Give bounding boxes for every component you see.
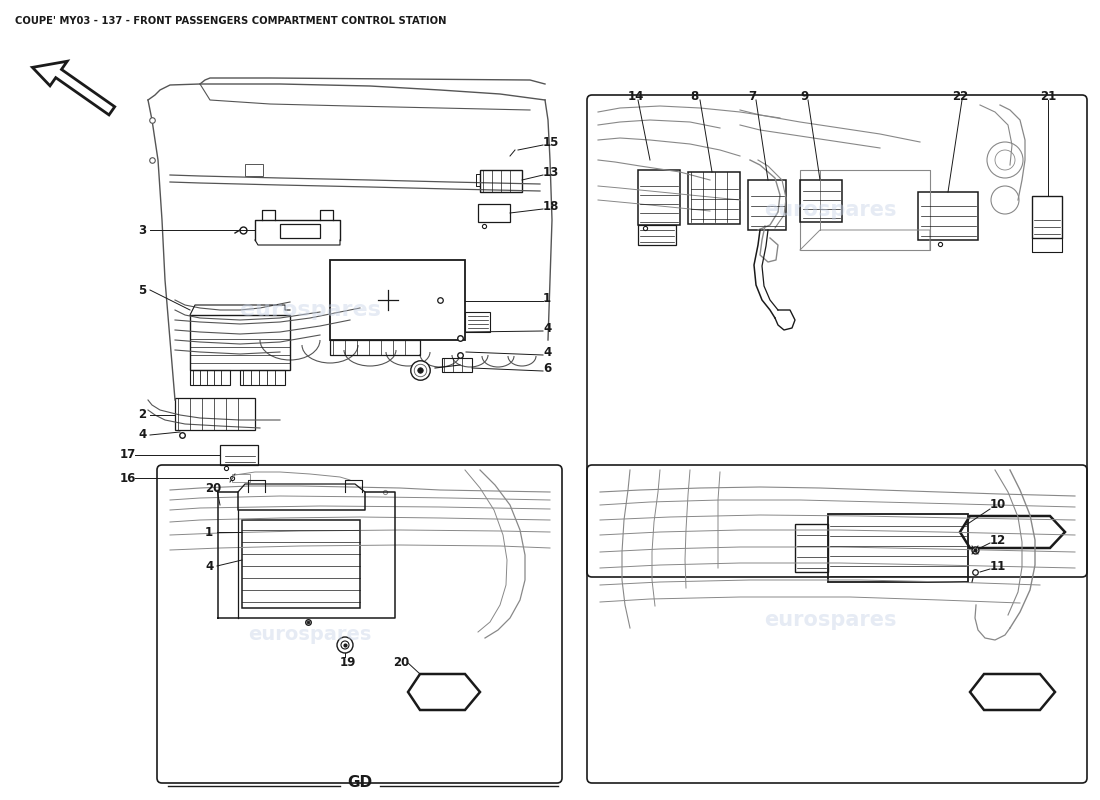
Text: eurospares: eurospares: [249, 626, 372, 645]
Text: GD: GD: [348, 775, 373, 790]
Bar: [232, 474, 250, 482]
Bar: [330, 260, 465, 340]
Text: 18: 18: [543, 199, 560, 213]
Bar: [242, 520, 360, 608]
Text: 16: 16: [120, 471, 136, 485]
Text: eurospares: eurospares: [240, 300, 381, 320]
Bar: [800, 170, 929, 250]
Text: 14: 14: [628, 90, 645, 102]
Text: 19: 19: [340, 655, 356, 669]
Bar: [280, 224, 320, 238]
Bar: [175, 398, 255, 430]
Bar: [748, 180, 786, 230]
Polygon shape: [960, 516, 1065, 548]
Bar: [190, 370, 230, 385]
Bar: [442, 358, 472, 372]
Text: eurospares: eurospares: [763, 200, 896, 220]
Polygon shape: [408, 674, 480, 710]
Bar: [795, 524, 828, 572]
Bar: [245, 164, 263, 176]
Bar: [638, 225, 676, 245]
Text: 22: 22: [952, 90, 968, 102]
Bar: [190, 315, 290, 370]
Bar: [240, 370, 285, 385]
Text: eurospares: eurospares: [763, 610, 896, 630]
Text: 13: 13: [543, 166, 559, 178]
Text: 12: 12: [990, 534, 1006, 546]
Polygon shape: [970, 674, 1055, 710]
Bar: [800, 180, 842, 222]
Text: 4: 4: [543, 322, 551, 334]
Text: 11: 11: [990, 559, 1006, 573]
Bar: [478, 204, 510, 222]
Text: 9: 9: [800, 90, 808, 102]
Text: 8: 8: [690, 90, 698, 102]
Bar: [918, 192, 978, 240]
Bar: [1032, 196, 1062, 238]
Text: 20: 20: [393, 655, 409, 669]
Bar: [828, 514, 968, 582]
Text: 4: 4: [543, 346, 551, 358]
Text: 1: 1: [205, 526, 213, 538]
Text: COUPE' MY03 - 137 - FRONT PASSENGERS COMPARTMENT CONTROL STATION: COUPE' MY03 - 137 - FRONT PASSENGERS COM…: [15, 16, 447, 26]
Text: 10: 10: [990, 498, 1006, 511]
Bar: [688, 172, 740, 224]
Text: 21: 21: [1040, 90, 1056, 102]
Text: 4: 4: [138, 429, 146, 442]
Text: 15: 15: [543, 135, 560, 149]
Bar: [330, 340, 420, 355]
Bar: [638, 170, 680, 225]
Text: 1: 1: [543, 291, 551, 305]
Text: 2: 2: [138, 409, 146, 422]
Text: 7: 7: [748, 90, 756, 102]
Text: 5: 5: [138, 283, 146, 297]
Bar: [220, 445, 258, 465]
Text: 20: 20: [205, 482, 221, 494]
Text: 3: 3: [138, 223, 146, 237]
Bar: [480, 170, 522, 192]
Polygon shape: [32, 62, 114, 115]
Text: 6: 6: [543, 362, 551, 374]
Bar: [465, 312, 490, 332]
Text: 17: 17: [120, 449, 136, 462]
Text: 4: 4: [205, 559, 213, 573]
